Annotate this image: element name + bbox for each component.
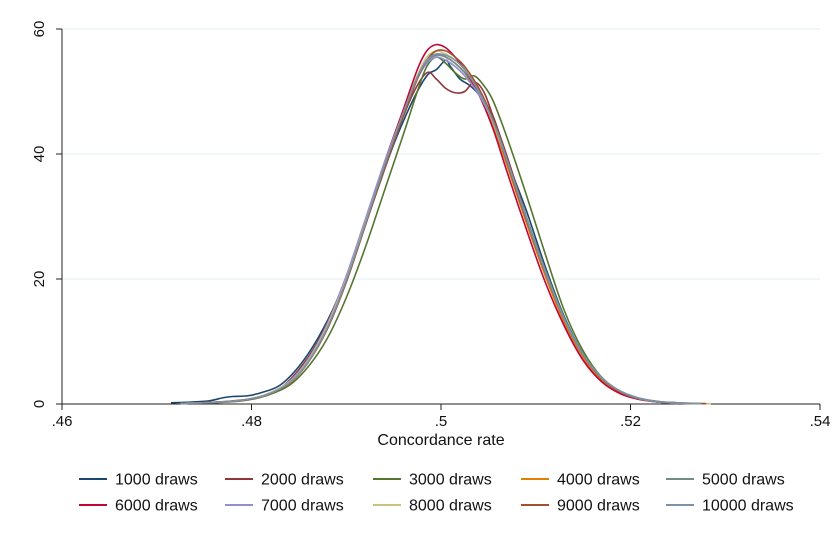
legend-label: 4000 draws [557, 472, 640, 489]
x-tick-label: .46 [52, 413, 73, 430]
legend-label: 1000 draws [115, 472, 198, 489]
x-tick-label: .48 [241, 413, 262, 430]
series-line-3000-draws [180, 56, 678, 405]
legend-label: 3000 draws [409, 472, 492, 489]
legend-label: 7000 draws [261, 498, 344, 515]
legend-label: 5000 draws [702, 472, 785, 489]
legend-label: 9000 draws [557, 498, 640, 515]
y-tick-label: 20 [31, 271, 48, 288]
legend-label: 6000 draws [115, 498, 198, 515]
y-tick-label: 60 [31, 21, 48, 38]
x-tick-label: .52 [620, 413, 641, 430]
x-tick-label: .5 [435, 413, 448, 430]
legend-label: 2000 draws [261, 472, 344, 489]
y-tick-label: 40 [31, 146, 48, 163]
series-line-10000-draws [180, 52, 702, 405]
y-tick-label: 0 [31, 400, 48, 408]
legend-label: 10000 draws [702, 498, 794, 515]
x-tick-label: .54 [810, 413, 831, 430]
series-lines [170, 43, 712, 405]
legend: 1000 draws 2000 draws 3000 draws 4000 draws… [79, 472, 794, 515]
x-axis-title: Concordance rate [377, 432, 504, 449]
legend-label: 8000 draws [409, 498, 492, 515]
